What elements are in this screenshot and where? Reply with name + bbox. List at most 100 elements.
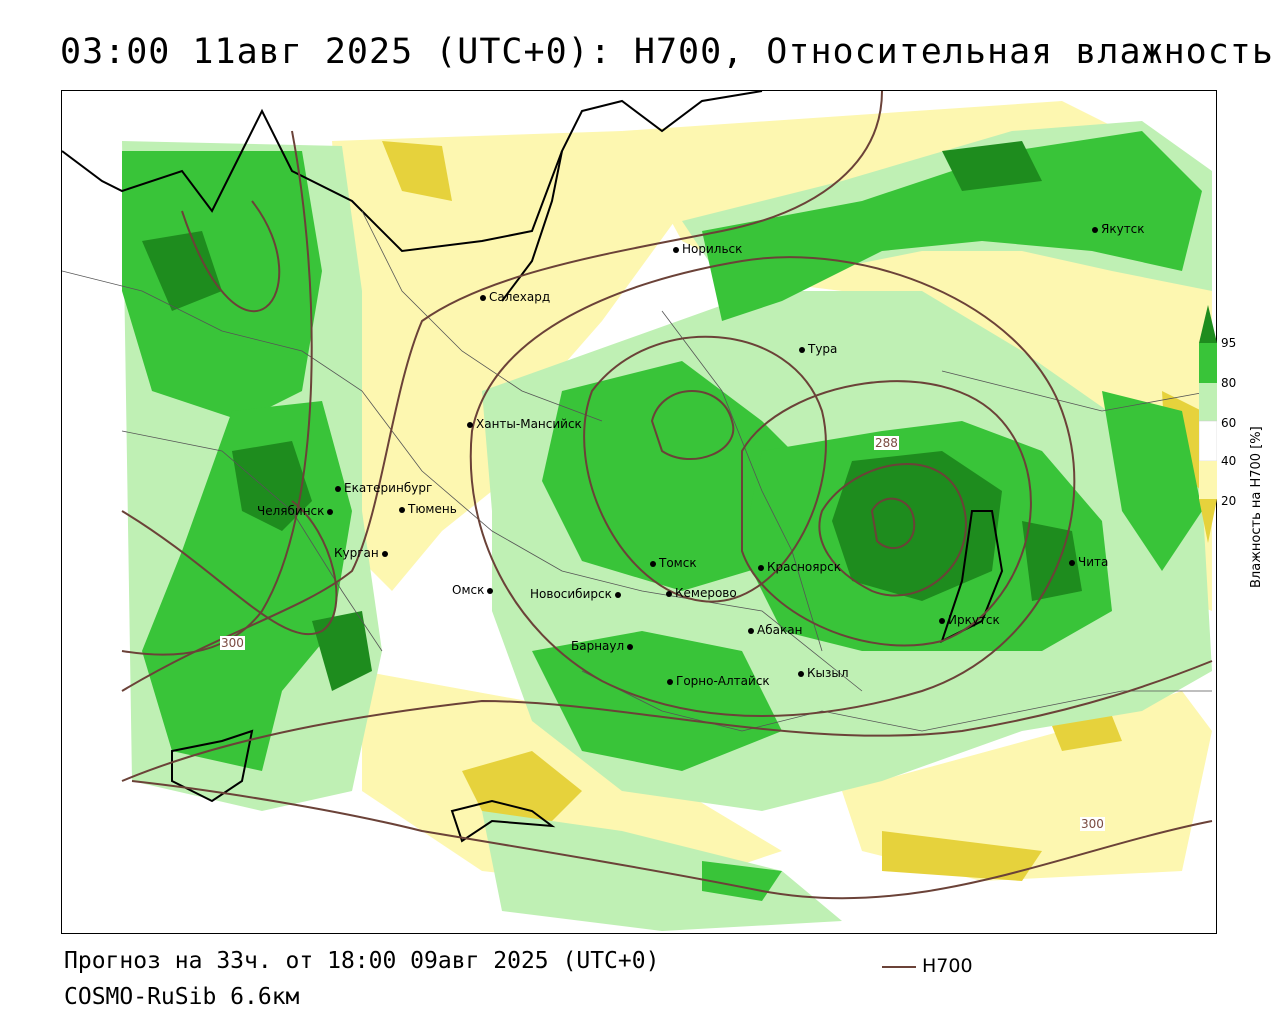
very-moist-zone xyxy=(832,451,1002,601)
city-marker[interactable]: Омск xyxy=(452,583,496,597)
city-marker[interactable]: Челябинск xyxy=(257,504,336,518)
city-dot xyxy=(487,587,494,594)
very-dry-zone xyxy=(382,141,452,201)
city-marker[interactable]: Тура xyxy=(799,342,837,356)
very-dry-zone xyxy=(462,751,582,831)
city-label: Барнаул xyxy=(571,639,625,653)
city-dot xyxy=(673,246,679,253)
colorbar-tick: 95 xyxy=(1221,336,1237,350)
city-label: Кызыл xyxy=(807,666,849,680)
city-dot xyxy=(480,294,486,301)
city-dot xyxy=(667,678,673,685)
very-moist-zone xyxy=(942,141,1042,191)
colorbar-cap-top xyxy=(1199,305,1217,343)
city-label: Салехард xyxy=(489,290,551,304)
humid-zone xyxy=(482,811,842,931)
weather-map[interactable]: 300 288 300 Якутск Норильск Салехард Тур… xyxy=(61,90,1217,934)
coastline xyxy=(171,729,254,803)
city-marker[interactable]: Тюмень xyxy=(399,502,457,516)
dry-zone xyxy=(332,131,682,591)
city-marker[interactable]: Кызыл xyxy=(798,666,849,680)
colorbar-band xyxy=(1199,420,1217,462)
city-marker[interactable]: Якутск xyxy=(1092,222,1145,236)
city-dot xyxy=(327,508,334,515)
city-label: Горно-Алтайск xyxy=(676,674,770,688)
colorbar-cap-bottom xyxy=(1199,499,1217,543)
moist-zone xyxy=(122,151,322,421)
city-dot xyxy=(758,564,764,571)
city-marker[interactable]: Курган xyxy=(334,546,391,560)
colorbar-tick: 80 xyxy=(1221,376,1237,390)
colorbar-band xyxy=(1199,383,1217,421)
city-dot xyxy=(381,550,388,557)
colorbar-title: Влажность на H700 [%] xyxy=(1249,426,1264,588)
dry-zone xyxy=(362,671,782,891)
city-dot xyxy=(1069,559,1075,566)
city-marker[interactable]: Абакан xyxy=(748,623,802,637)
city-dot xyxy=(799,346,805,353)
colorbar-tick: 60 xyxy=(1221,416,1237,430)
city-marker[interactable]: Томск xyxy=(650,556,697,570)
model-name: COSMO-RuSib 6.6км xyxy=(64,984,300,1010)
city-marker[interactable]: Новосибирск xyxy=(530,587,624,601)
h700-contours xyxy=(121,91,1213,900)
city-marker[interactable]: Норильск xyxy=(673,242,742,256)
colorbar-band xyxy=(1199,343,1217,383)
moist-zone xyxy=(1102,391,1202,571)
city-label: Абакан xyxy=(757,623,803,637)
city-label: Новосибирск xyxy=(530,587,612,601)
very-moist-zone xyxy=(142,231,222,311)
coastline xyxy=(940,510,1004,643)
city-label: Екатеринбург xyxy=(344,481,433,495)
very-moist-zone xyxy=(232,441,312,531)
moist-zone xyxy=(532,631,782,771)
contour-legend-label: H700 xyxy=(922,955,973,977)
contour-label: 288 xyxy=(874,436,899,450)
city-label: Чита xyxy=(1078,555,1109,569)
coastline xyxy=(501,150,563,302)
city-marker[interactable]: Иркутск xyxy=(939,613,1000,627)
city-dot xyxy=(467,421,473,428)
city-dot xyxy=(614,591,621,598)
city-label: Красноярск xyxy=(767,560,841,574)
city-marker[interactable]: Салехард xyxy=(480,290,550,304)
city-dot xyxy=(666,590,672,597)
city-dot xyxy=(939,617,945,624)
city-label: Омск xyxy=(452,583,485,597)
coastline xyxy=(62,91,763,253)
city-label: Тура xyxy=(808,342,838,356)
humidity-field xyxy=(62,91,1213,931)
city-label: Тюмень xyxy=(408,502,457,516)
map-title: 03:00 11авг 2025 (UTC+0): H700, Относите… xyxy=(60,32,1274,72)
city-label: Ханты-Мансийск xyxy=(476,417,582,431)
city-label: Кемерово xyxy=(675,586,737,600)
contour-label: 300 xyxy=(220,636,245,650)
city-dot xyxy=(650,560,656,567)
city-dot xyxy=(335,485,341,492)
city-marker[interactable]: Ханты-Мансийск xyxy=(467,417,582,431)
very-dry-zone xyxy=(882,831,1042,881)
city-marker[interactable]: Кемерово xyxy=(666,586,737,600)
city-label: Якутск xyxy=(1101,222,1145,236)
humidity-colorbar xyxy=(1199,305,1217,543)
city-label: Челябинск xyxy=(257,504,325,518)
coastline xyxy=(450,799,556,843)
colorbar-tick: 20 xyxy=(1221,494,1237,508)
city-marker[interactable]: Чита xyxy=(1069,555,1108,569)
city-label: Курган xyxy=(334,546,379,560)
city-marker[interactable]: Горно-Алтайск xyxy=(667,674,770,688)
colorbar-band xyxy=(1199,461,1217,499)
city-marker[interactable]: Барнаул xyxy=(571,639,636,653)
moist-zone xyxy=(702,131,1202,321)
region-borders xyxy=(62,210,1213,732)
city-dot xyxy=(627,643,634,650)
contour-swatch xyxy=(882,965,916,968)
city-marker[interactable]: Красноярск xyxy=(758,560,841,574)
city-marker[interactable]: Екатеринбург xyxy=(335,481,432,495)
colorbar-tick: 40 xyxy=(1221,454,1237,468)
city-dot xyxy=(399,506,405,513)
forecast-info: Прогноз на 33ч. от 18:00 09авг 2025 (UTC… xyxy=(64,948,660,974)
very-moist-zone xyxy=(312,611,372,691)
city-label: Томск xyxy=(659,556,697,570)
city-dot xyxy=(1092,226,1098,233)
